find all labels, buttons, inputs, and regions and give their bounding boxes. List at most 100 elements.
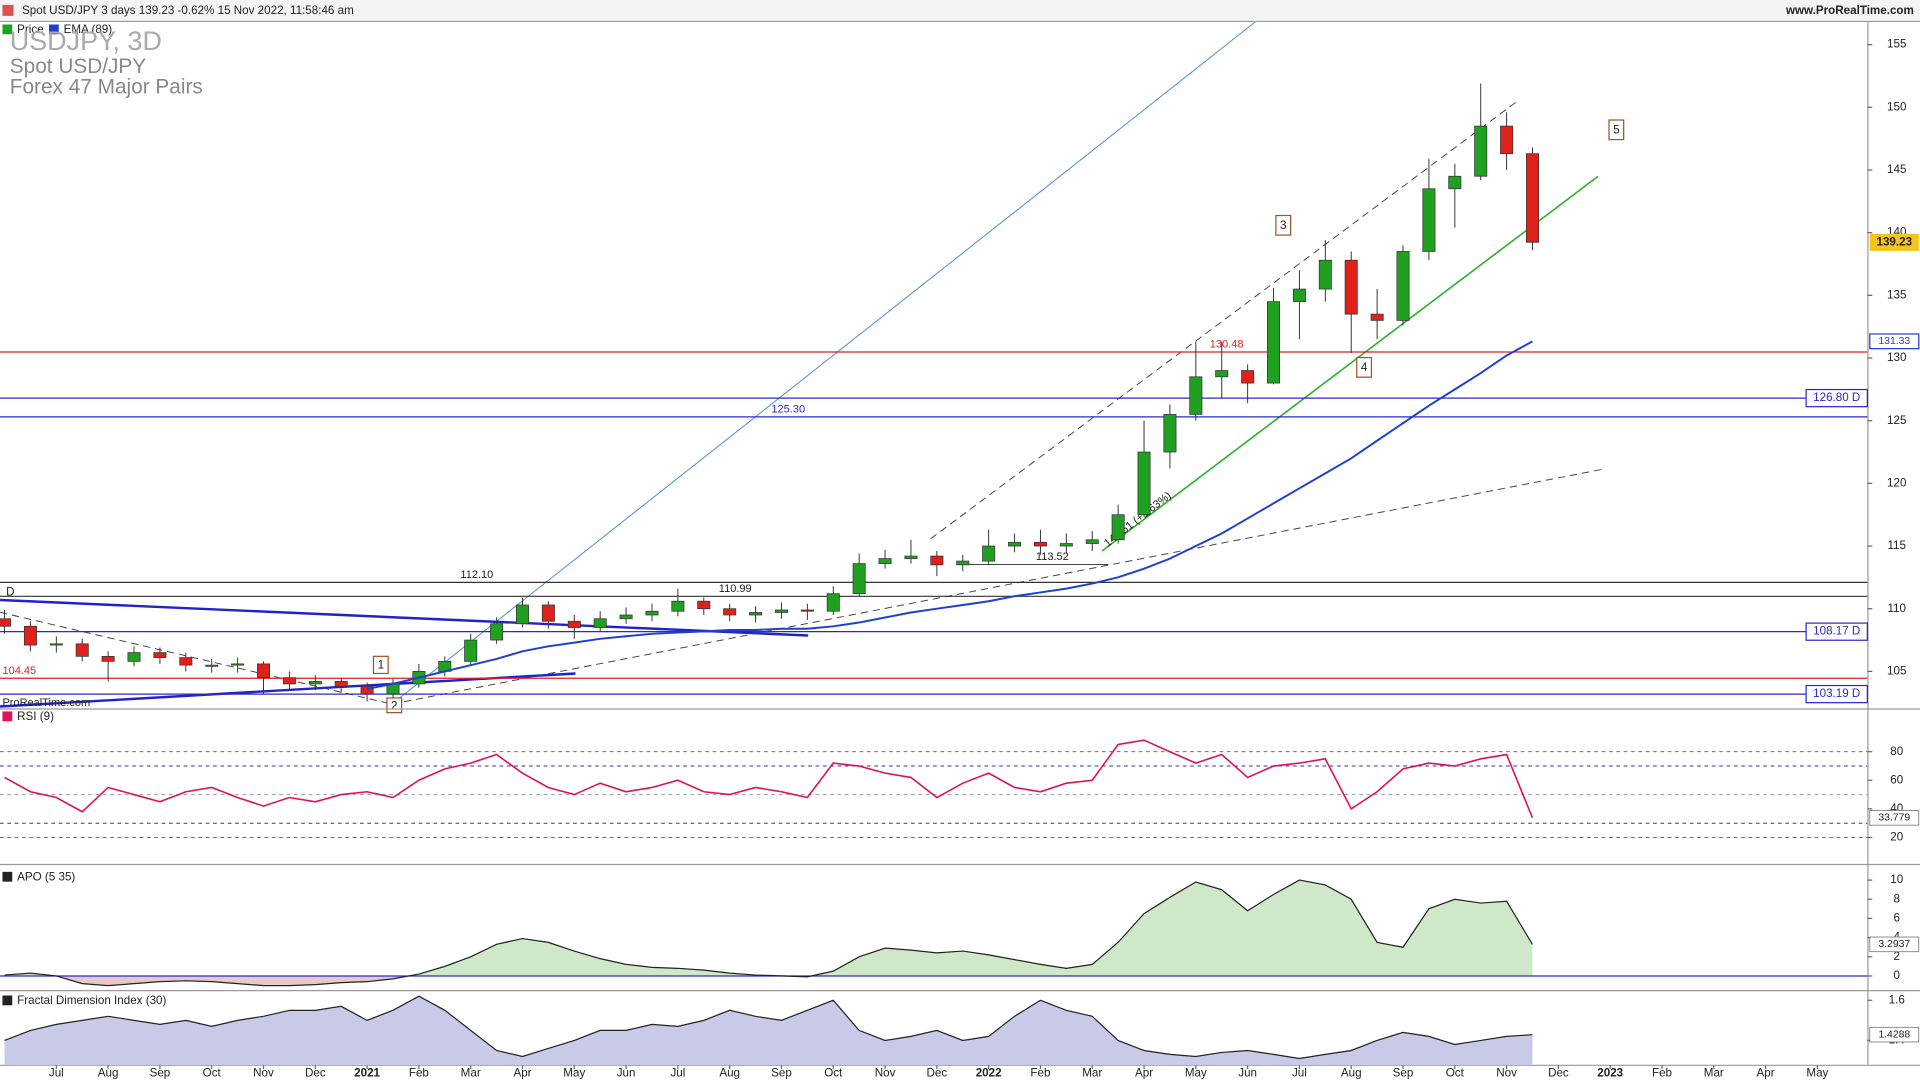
y-tick-label: 145 bbox=[1887, 163, 1906, 176]
candle-body bbox=[205, 664, 219, 667]
level-box bbox=[1805, 684, 1868, 704]
candle-body bbox=[1189, 376, 1203, 415]
level-box bbox=[1805, 388, 1868, 408]
legend-swatch bbox=[2, 711, 13, 722]
level-label: 112.10 bbox=[460, 569, 493, 581]
y-tick-label: 150 bbox=[1887, 100, 1907, 113]
y-tick-label: 10 bbox=[1890, 873, 1903, 886]
x-tick-label: Apr bbox=[1757, 1066, 1775, 1079]
y-tick-label: 2 bbox=[1894, 950, 1900, 963]
x-tick-label: May bbox=[1185, 1066, 1207, 1079]
candle-body bbox=[1396, 251, 1410, 321]
header-bar bbox=[0, 0, 1920, 21]
chart-title: USDJPY, 3D bbox=[10, 26, 162, 56]
wave-box bbox=[1608, 119, 1625, 141]
app-icon bbox=[2, 4, 14, 16]
candle-body bbox=[1292, 288, 1306, 302]
candle-body bbox=[308, 681, 322, 685]
y-tick-label: 115 bbox=[1887, 539, 1906, 552]
level-box bbox=[1805, 622, 1868, 641]
y-tick-label: 80 bbox=[1890, 745, 1903, 758]
x-tick-label: 2023 bbox=[1597, 1066, 1623, 1079]
chart-subtitle: Spot USD/JPY bbox=[10, 55, 147, 78]
candle-body bbox=[930, 555, 944, 566]
wave-labels: 1 2 3 4 5 bbox=[372, 119, 1625, 714]
x-tick-label: May bbox=[563, 1066, 585, 1079]
x-tick-label: Sep bbox=[150, 1066, 171, 1079]
candle-body bbox=[645, 610, 659, 616]
panel-title: RSI (9) bbox=[17, 710, 54, 723]
area-fill bbox=[4, 880, 1533, 976]
x-tick-label: Oct bbox=[203, 1066, 222, 1079]
candle-body bbox=[23, 625, 37, 646]
y-tick-label: 20 bbox=[1890, 831, 1903, 844]
legend-label: EMA (89) bbox=[64, 23, 113, 36]
x-tick-label: Sep bbox=[1393, 1066, 1414, 1079]
site-url: www.ProRealTime.com bbox=[1785, 4, 1914, 17]
header-text: Spot USD/JPY 3 days 139.23 -0.62% 15 Nov… bbox=[22, 4, 354, 17]
candle-body bbox=[179, 657, 193, 666]
annotation: 113.52 bbox=[1036, 551, 1069, 563]
legend-swatch bbox=[48, 24, 59, 35]
level-label: 103.19 D bbox=[1813, 687, 1860, 700]
candle-body bbox=[231, 663, 245, 666]
wave-box bbox=[1356, 356, 1373, 378]
wave-label: 3 bbox=[1280, 219, 1286, 232]
wave-label: 1 bbox=[378, 659, 384, 672]
candle-body bbox=[1163, 414, 1177, 453]
candle-body bbox=[257, 663, 270, 679]
price-box bbox=[1869, 233, 1919, 251]
candle-body bbox=[101, 655, 115, 662]
candle-body bbox=[49, 643, 63, 646]
indicator-line bbox=[4, 995, 1533, 1060]
wave-box bbox=[372, 655, 389, 675]
x-tick-label: Jul bbox=[49, 1066, 64, 1079]
y-tick-label: 6 bbox=[1894, 912, 1900, 925]
x-tick-label: Jun bbox=[1238, 1066, 1257, 1079]
candle-body bbox=[878, 558, 892, 564]
candle-body bbox=[334, 681, 348, 687]
candle-body bbox=[1241, 370, 1255, 384]
candle-body bbox=[1111, 514, 1125, 541]
value-label: 1.4288 bbox=[1878, 1029, 1910, 1040]
wave-label: 4 bbox=[1361, 361, 1368, 374]
candle-body bbox=[1500, 125, 1514, 155]
watermark: ProRealTime.com bbox=[2, 697, 90, 709]
candle-body bbox=[1085, 539, 1099, 544]
level-label: 104.45 bbox=[2, 665, 36, 677]
trendline bbox=[0, 598, 809, 637]
ema-line bbox=[366, 340, 1533, 690]
trendline bbox=[391, 21, 1256, 705]
candle-body bbox=[567, 620, 581, 628]
candle-body bbox=[904, 555, 918, 559]
level-label: 108.17 D bbox=[1813, 625, 1860, 638]
candle-body bbox=[1267, 301, 1281, 384]
y-tick-label: 8 bbox=[1894, 892, 1900, 905]
level-label: 125.30 bbox=[771, 403, 805, 415]
candle-body bbox=[1215, 370, 1229, 378]
area-fill bbox=[4, 975, 1533, 986]
annotation: D bbox=[6, 586, 14, 599]
y-tick-label: 1.6 bbox=[1889, 993, 1905, 1006]
value-label: 3.2937 bbox=[1878, 939, 1910, 950]
level-label: 130.48 bbox=[1210, 339, 1244, 351]
indicator-line bbox=[4, 879, 1533, 987]
candle-body bbox=[127, 652, 141, 662]
x-tick-label: Aug bbox=[98, 1066, 119, 1079]
candle-body bbox=[1059, 543, 1073, 547]
chart-subtitle: Forex 47 Major Pairs bbox=[10, 76, 203, 99]
ema-label: 131.33 bbox=[1878, 336, 1910, 347]
candle-body bbox=[956, 560, 970, 566]
candle-body bbox=[800, 609, 814, 612]
candle-body bbox=[697, 600, 711, 610]
trendline bbox=[0, 672, 576, 708]
candle-body bbox=[1422, 188, 1436, 252]
x-tick-label: Dec bbox=[927, 1066, 948, 1079]
y-tick-label: 110 bbox=[1887, 602, 1906, 615]
area-fill bbox=[4, 996, 1533, 1066]
candle-body bbox=[1137, 451, 1151, 516]
candle-body bbox=[1344, 259, 1358, 315]
level-label: 110.99 bbox=[719, 583, 752, 595]
candle-body bbox=[749, 612, 763, 616]
